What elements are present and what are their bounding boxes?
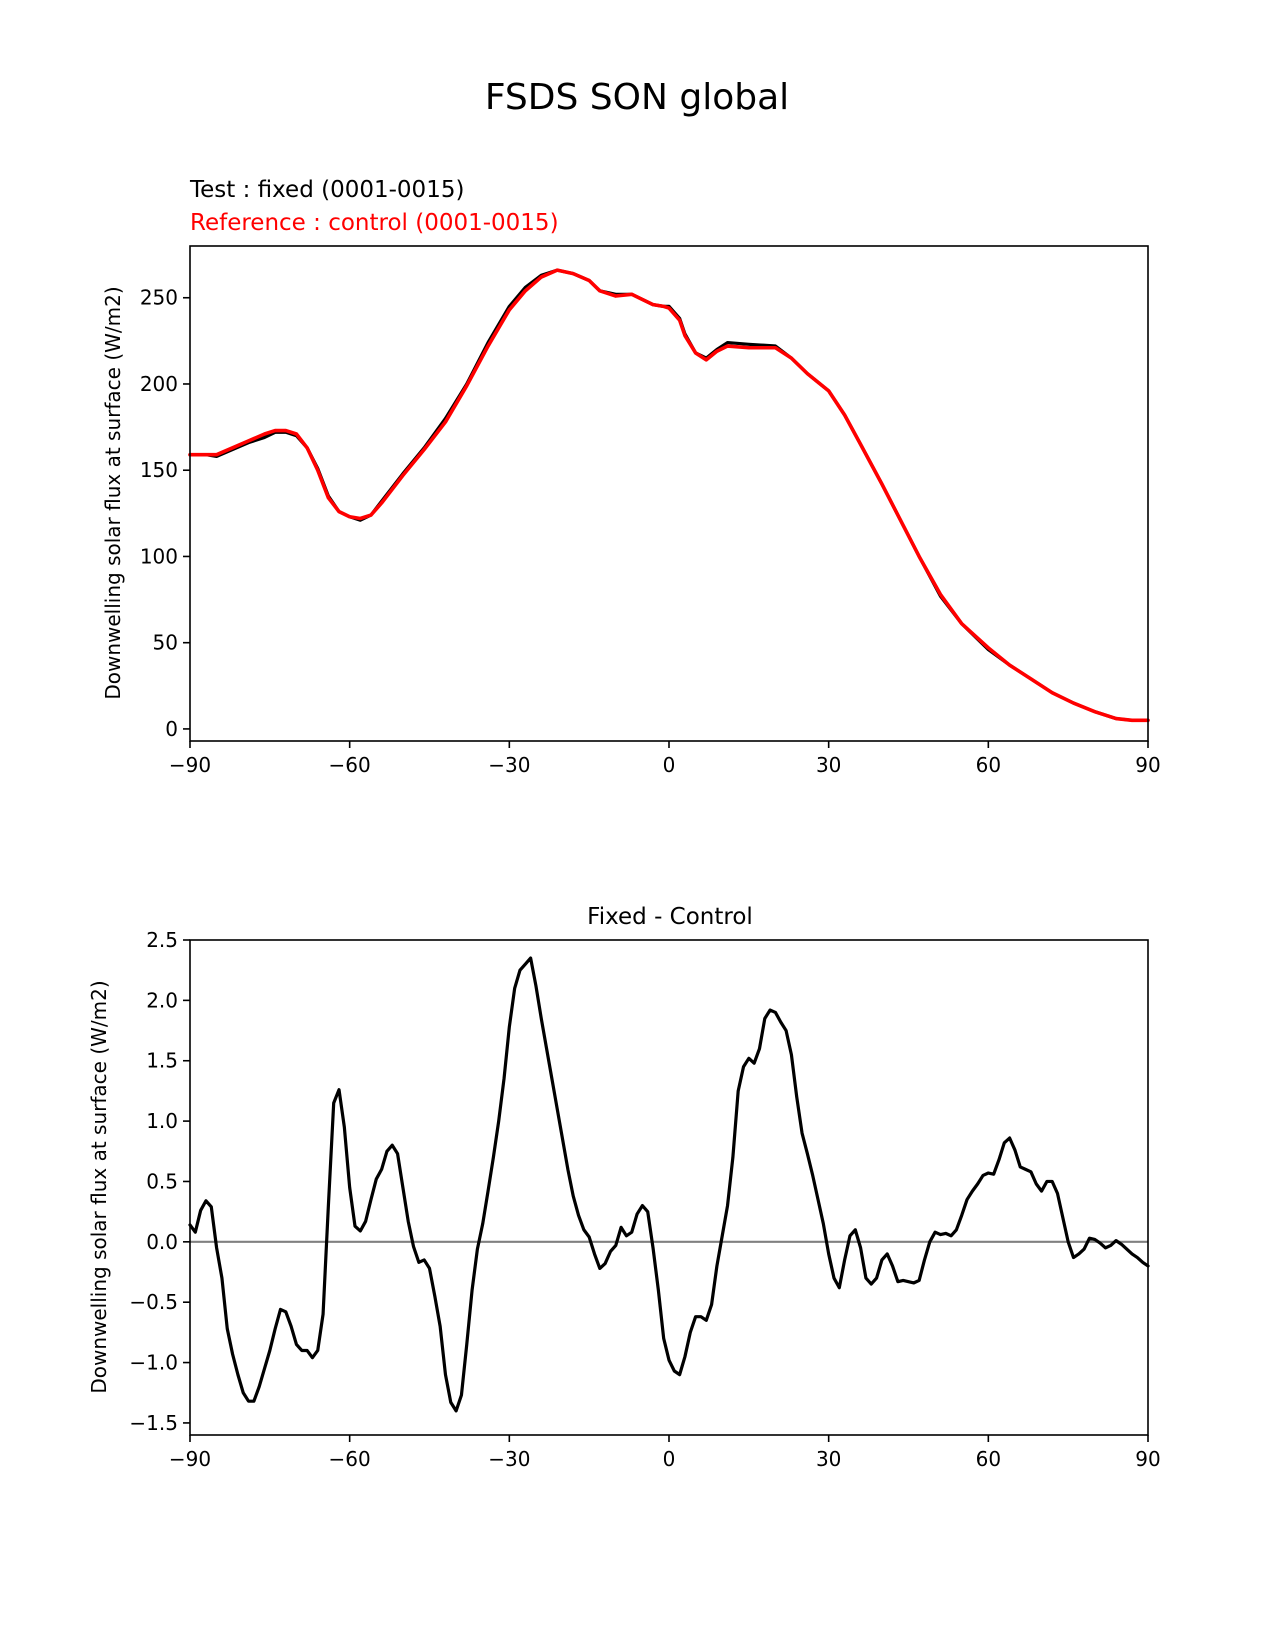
bottom-x-tick-label: −90: [169, 1447, 211, 1471]
bottom-plot-area: −90 −60 −30 0 30 60 90 −1.5 −1.0 −0.5 0.0 0.5 1.0 1.5…: [129, 928, 1160, 1471]
bottom-y-tick-label: 1.5: [146, 1049, 178, 1073]
top-y-tick-label: 200: [140, 372, 178, 396]
test-title-line: Test : fixed (0001-0015): [189, 177, 464, 203]
bottom-y-tick-label: 0.0: [146, 1230, 178, 1254]
bottom-x-tick-label: 30: [816, 1447, 841, 1471]
top-x-tick-label: 60: [976, 753, 1001, 777]
bottom-y-tick-label: 2.0: [146, 988, 178, 1012]
top-x-tick-label: 30: [816, 753, 841, 777]
top-x-tick-label: 0: [663, 753, 676, 777]
panel-difference: Fixed - Control Downwelling solar flux a…: [87, 904, 1161, 1471]
bottom-y-tick-label: −0.5: [129, 1290, 178, 1314]
top-y-axis-label: Downwelling solar flux at surface (W/m2): [101, 286, 125, 699]
bottom-x-tick-label: −30: [488, 1447, 530, 1471]
bottom-x-tick-label: 90: [1135, 1447, 1160, 1471]
bottom-y-tick-label: −1.0: [129, 1351, 178, 1375]
difference-line: [188, 956, 1150, 1413]
top-x-tick-label: −60: [329, 753, 371, 777]
bottom-y-tick-label: 0.5: [146, 1169, 178, 1193]
bottom-x-tick-label: 60: [976, 1447, 1001, 1471]
top-y-tick-label: 250: [140, 286, 178, 310]
top-y-tick-label: 50: [153, 631, 178, 655]
bottom-panel-title: Fixed - Control: [587, 904, 753, 930]
top-x-tick-label: −30: [488, 753, 530, 777]
top-y-tick-label: 100: [140, 544, 178, 568]
top-plot-area: −90 −60 −30 0 30 60 90 0 50 100 150 200 250: [140, 245, 1161, 777]
top-x-tick-label: 90: [1135, 753, 1160, 777]
bottom-x-tick-label: −60: [329, 1447, 371, 1471]
top-y-tick-label: 150: [140, 458, 178, 482]
bottom-y-tick-label: 1.0: [146, 1109, 178, 1133]
reference-control-line: [188, 268, 1150, 723]
top-x-tick-label: −90: [169, 753, 211, 777]
bottom-y-axis-label: Downwelling solar flux at surface (W/m2): [87, 980, 111, 1393]
reference-title-line: Reference : control (0001-0015): [190, 210, 559, 236]
bottom-y-tick-label: −1.5: [129, 1411, 178, 1435]
bottom-x-tick-label: 0: [663, 1447, 676, 1471]
bottom-y-tick-label: 2.5: [146, 928, 178, 952]
panel-absolute-flux: Test : fixed (0001-0015) Reference : con…: [101, 177, 1161, 777]
top-y-tick-label: 0: [165, 717, 178, 741]
figure-suptitle: FSDS SON global: [485, 77, 789, 118]
